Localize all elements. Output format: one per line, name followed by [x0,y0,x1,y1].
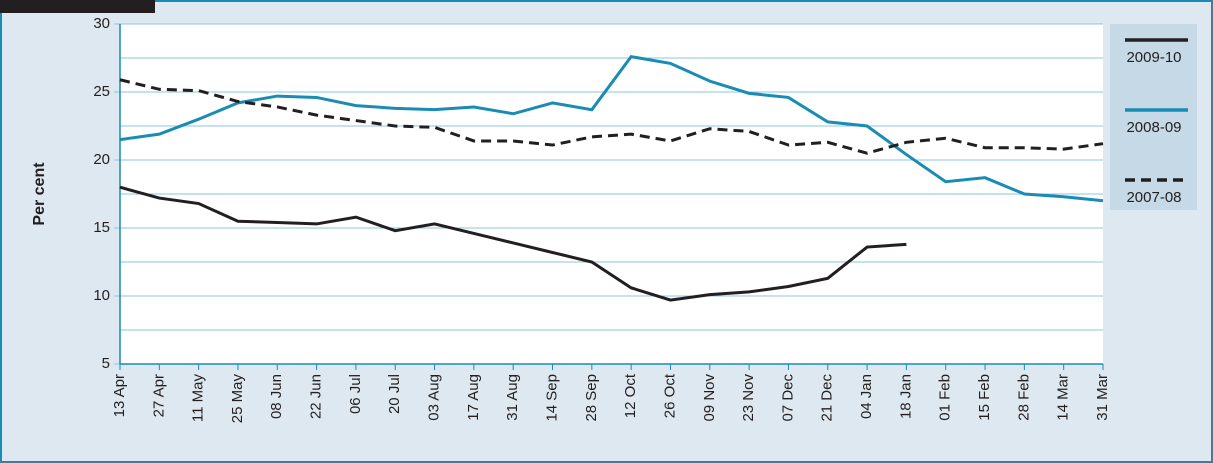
legend-label: 2009-10 [1126,49,1181,66]
x-tick-label: 20 Jul [386,374,403,414]
y-tick-label: 25 [93,83,110,100]
x-tick-label: 03 Aug [426,374,443,421]
x-tick-label: 12 Oct [622,373,639,418]
x-tick-label: 31 Mar [1094,374,1111,421]
x-tick-label: 26 Oct [661,373,678,418]
legend-label: 2008-09 [1126,119,1181,136]
x-tick-label: 27 Apr [150,374,167,417]
series-line [119,78,1104,155]
x-tick-label: 28 Sep [583,374,600,422]
y-tick-label: 10 [93,287,110,304]
y-tick-label: 20 [93,151,110,168]
x-tick-label: 14 Sep [543,374,560,422]
series-line [119,185,907,302]
x-tick-label: 14 Mar [1055,374,1072,421]
x-tick-label: 06 Jul [347,374,364,414]
x-tick-label: 11 May [190,374,207,423]
x-tick-label: 28 Feb [1015,374,1032,421]
x-tick-label: 17 Aug [465,374,482,421]
y-tick-label: 5 [102,355,110,372]
x-tick-label: 01 Feb [937,374,954,421]
x-tick-label: 31 Aug [504,374,521,421]
y-tick-label: 15 [93,219,110,236]
x-tick-label: 13 Apr [111,374,128,417]
x-tick-label: 09 Nov [701,374,718,422]
header-tab [0,0,155,13]
x-tick-label: 07 Dec [779,374,796,422]
x-tick-label: 22 Jun [308,374,325,419]
x-tick-label: 23 Nov [740,374,757,422]
x-tick-label: 18 Jan [897,374,914,419]
x-tick-label: 21 Dec [819,374,836,422]
legend-label: 2007-08 [1126,189,1181,206]
y-tick-label: 30 [93,15,110,32]
series-line [119,55,1104,203]
x-tick-label: 15 Feb [976,374,993,421]
x-tick-label: 08 Jun [268,374,285,419]
x-tick-label: 04 Jan [858,374,875,419]
y-axis-label: Per cent [31,162,48,226]
x-tick-label: 25 May [229,374,246,424]
